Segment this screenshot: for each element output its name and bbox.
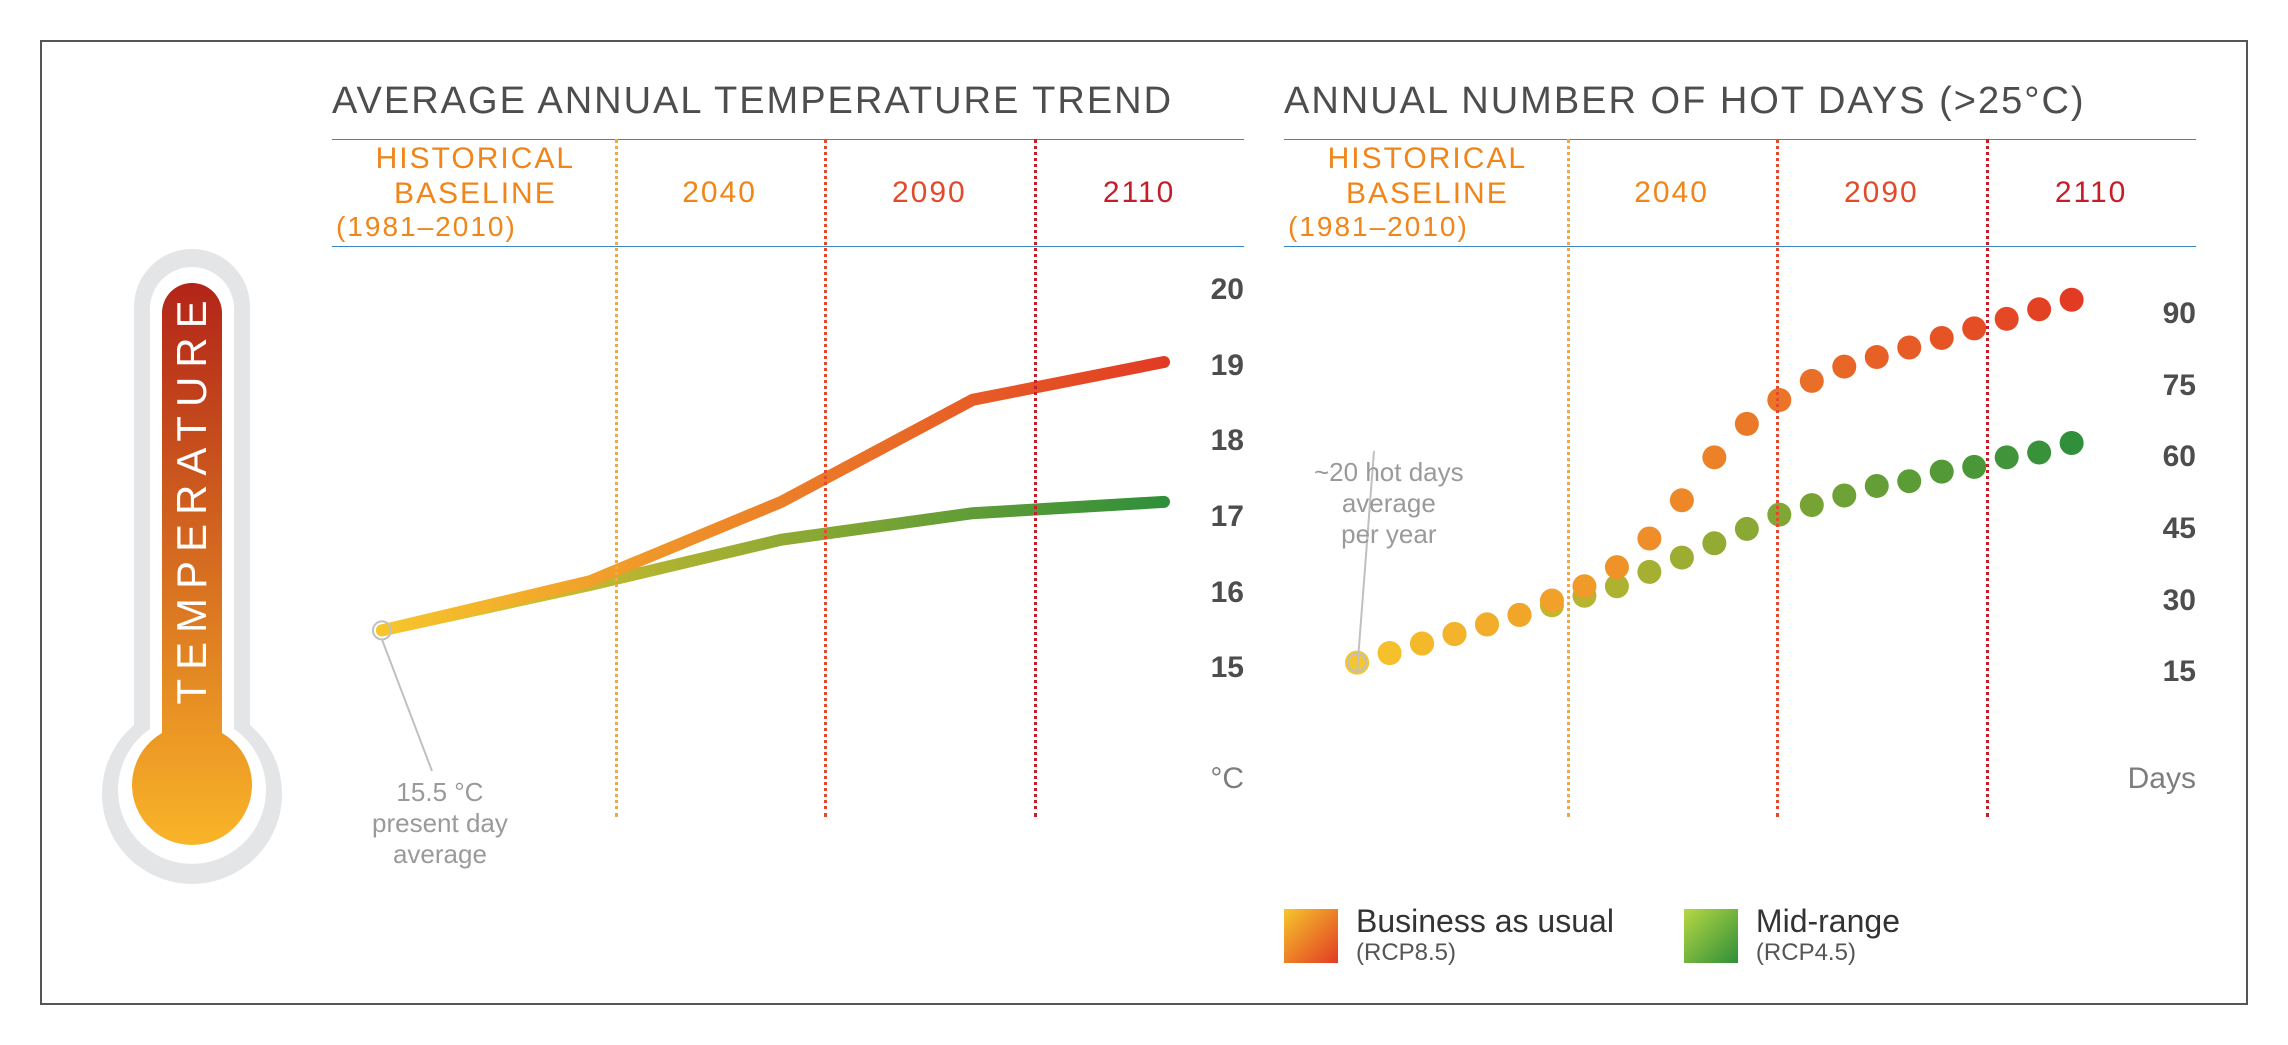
series-line — [382, 502, 1164, 631]
ytick: 17 — [1184, 500, 1244, 534]
period-2110: 2110 — [1986, 140, 2196, 246]
series-dot — [1995, 307, 2019, 331]
series-dot — [1930, 326, 1954, 350]
ytick: 18 — [1184, 424, 1244, 458]
series-dot — [1670, 546, 1694, 570]
ytick: 16 — [1184, 576, 1244, 610]
series-dot — [1702, 531, 1726, 555]
chart1-svg — [332, 247, 1244, 787]
chart-temperature-trend: AVERAGE ANNUAL TEMPERATURE TREND HISTORI… — [332, 80, 1244, 973]
series-dot — [1800, 369, 1824, 393]
legend-label-rcp45: Mid-range — [1756, 905, 1900, 939]
legend-label-rcp85: Business as usual — [1356, 905, 1614, 939]
series-dot — [1637, 526, 1661, 550]
series-dot — [1962, 316, 1986, 340]
divider-line — [824, 139, 827, 817]
ytick: 19 — [1184, 349, 1244, 383]
legend-item-rcp85: Business as usual (RCP8.5) — [1284, 905, 1614, 967]
divider-line — [1776, 139, 1779, 817]
chart2-period-header: HISTORICAL BASELINE(1981–2010)2040209021… — [1284, 139, 2196, 247]
y-unit: Days — [2126, 762, 2196, 796]
series-dot — [1930, 460, 1954, 484]
series-dot — [1378, 641, 1402, 665]
ytick: 45 — [2136, 512, 2196, 546]
chart2-title: ANNUAL NUMBER OF HOT DAYS (>25°C) — [1284, 80, 2196, 123]
annotation-text: ~20 hot daysaverageper year — [1314, 457, 1464, 551]
ytick: 75 — [2136, 369, 2196, 403]
chart-hot-days: ANNUAL NUMBER OF HOT DAYS (>25°C) HISTOR… — [1284, 80, 2196, 973]
series-dot — [1637, 560, 1661, 584]
series-dot — [1897, 469, 1921, 493]
series-dot — [1507, 603, 1531, 627]
period-2090: 2090 — [824, 140, 1034, 246]
series-dot — [1995, 445, 2019, 469]
annotation-text: 15.5 °Cpresent dayaverage — [372, 777, 508, 871]
series-dot — [1702, 445, 1726, 469]
legend: Business as usual (RCP8.5) Mid-range (RC… — [1284, 905, 1900, 967]
legend-sub-rcp45: (RCP4.5) — [1756, 939, 1900, 967]
y-unit: °C — [1174, 762, 1244, 796]
period-baseline: HISTORICAL BASELINE(1981–2010) — [332, 140, 615, 246]
divider-line — [615, 139, 618, 817]
chart1-title: AVERAGE ANNUAL TEMPERATURE TREND — [332, 80, 1244, 123]
series-dot — [1540, 589, 1564, 613]
ytick: 30 — [2136, 584, 2196, 618]
series-dot — [1572, 574, 1596, 598]
ytick: 15 — [1184, 651, 1244, 685]
ytick: 15 — [2136, 655, 2196, 689]
series-dot — [1735, 517, 1759, 541]
series-dot — [1832, 355, 1856, 379]
legend-sub-rcp85: (RCP8.5) — [1356, 939, 1614, 967]
series-dot — [2027, 441, 2051, 465]
infographic-frame: TEMPERATURE AVERAGE ANNUAL TEMPERATURE T… — [40, 40, 2248, 1005]
series-line — [382, 362, 1164, 630]
chart1-period-header: HISTORICAL BASELINE(1981–2010)2040209021… — [332, 139, 1244, 247]
series-dot — [1962, 455, 1986, 479]
divider-line — [1986, 139, 1989, 817]
legend-swatch-rcp45 — [1684, 909, 1738, 963]
series-dot — [2060, 431, 2084, 455]
series-dot — [1832, 484, 1856, 508]
series-dot — [1605, 555, 1629, 579]
series-dot — [2060, 288, 2084, 312]
period-2040: 2040 — [1567, 140, 1777, 246]
ytick: 60 — [2136, 440, 2196, 474]
series-dot — [1410, 632, 1434, 656]
ytick: 90 — [2136, 297, 2196, 331]
divider-line — [1034, 139, 1037, 817]
charts-row: AVERAGE ANNUAL TEMPERATURE TREND HISTORI… — [332, 80, 2196, 973]
period-2110: 2110 — [1034, 140, 1244, 246]
chart2-plot-area: 153045607590Days~20 hot daysaverageper y… — [1284, 247, 2196, 787]
chart1-plot-area: 151617181920°C15.5 °Cpresent dayaverage — [332, 247, 1244, 787]
thermometer-column: TEMPERATURE — [92, 80, 292, 973]
divider-line — [1567, 139, 1570, 817]
thermometer-label: TEMPERATURE — [168, 291, 216, 704]
series-dot — [1865, 345, 1889, 369]
series-dot — [1735, 412, 1759, 436]
ytick: 20 — [1184, 273, 1244, 307]
series-dot — [1800, 493, 1824, 517]
period-2090: 2090 — [1776, 140, 1986, 246]
legend-swatch-rcp85 — [1284, 909, 1338, 963]
series-dot — [1475, 612, 1499, 636]
series-dot — [2027, 297, 2051, 321]
series-dot — [1897, 335, 1921, 359]
series-dot — [1865, 474, 1889, 498]
thermometer: TEMPERATURE — [102, 247, 282, 927]
period-baseline: HISTORICAL BASELINE(1981–2010) — [1284, 140, 1567, 246]
series-dot — [1670, 488, 1694, 512]
legend-item-rcp45: Mid-range (RCP4.5) — [1684, 905, 1900, 967]
period-2040: 2040 — [615, 140, 825, 246]
series-dot — [1443, 622, 1467, 646]
